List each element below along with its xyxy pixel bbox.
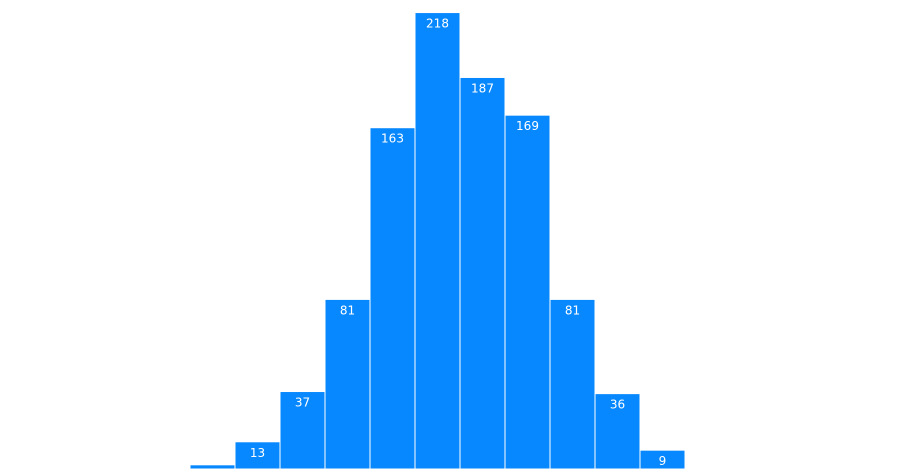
bar-label-2: 37 [295,396,310,410]
bar-label-9: 36 [610,398,625,412]
bar-3 [324,298,371,469]
bars-group [189,12,686,469]
bar-5 [414,12,461,469]
bar-6 [459,76,506,469]
bar-label-10: 9 [659,454,667,468]
bar-label-4: 163 [381,132,404,146]
bar-10 [639,449,686,469]
bar-label-8: 81 [565,303,580,317]
bar-label-1: 13 [250,446,265,460]
bar-4 [369,127,416,469]
data-labels-group: 13 37 81 163 218 187 169 81 36 9 [250,17,666,469]
bar-label-6: 187 [471,81,494,95]
bar-7 [504,114,551,469]
bar-label-5: 218 [426,17,449,31]
bar-label-7: 169 [516,119,539,133]
bar-1 [234,441,281,469]
bar-label-3: 81 [340,303,355,317]
bar-0 [189,464,236,469]
bar-8 [549,298,596,469]
bar-9 [594,393,641,469]
bar-2 [279,391,326,469]
